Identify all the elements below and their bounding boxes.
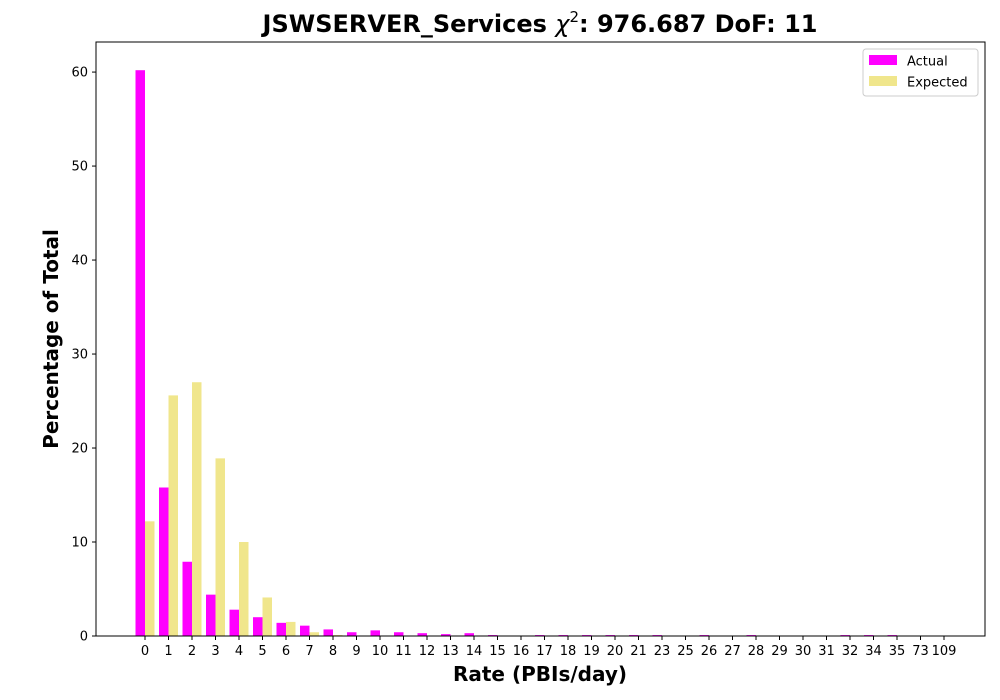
x-tick-label: 10	[372, 644, 389, 659]
y-axis-ticks: 0 10 20 30 40 50 60	[71, 66, 96, 645]
bar-expected-1	[169, 395, 179, 636]
x-tick-label: 17	[536, 644, 553, 659]
bar-actual-11	[394, 632, 404, 636]
bar-actual-1	[159, 488, 169, 637]
x-tick-label: 25	[677, 644, 694, 659]
x-tick-label: 3	[211, 644, 219, 659]
x-axis-label: Rate (PBIs/day)	[453, 662, 627, 686]
x-tick-label: 6	[282, 644, 290, 659]
x-tick-label: 13	[442, 644, 459, 659]
bar-expected-4	[239, 542, 249, 636]
x-tick-label: 1	[164, 644, 172, 659]
bar-expected-3	[216, 458, 226, 636]
x-tick-label: 12	[419, 644, 436, 659]
chart-title-rest: : 976.687 DoF: 11	[579, 10, 817, 38]
bar-expected-0	[145, 521, 155, 636]
bar-actual-0	[136, 70, 146, 636]
x-tick-label: 28	[748, 644, 765, 659]
legend-label-expected: Expected	[907, 76, 968, 91]
x-tick-label: 19	[583, 644, 600, 659]
bar-expected-5	[263, 597, 273, 636]
x-tick-label: 7	[305, 644, 313, 659]
x-tick-label: 18	[560, 644, 577, 659]
y-tick-label: 50	[71, 160, 88, 175]
x-tick-label: 32	[842, 644, 859, 659]
x-tick-label: 30	[795, 644, 812, 659]
y-tick-label: 40	[71, 254, 88, 269]
x-tick-label: 11	[395, 644, 412, 659]
bars-group	[136, 70, 945, 636]
x-tick-label: 35	[889, 644, 906, 659]
chart-title-main: JSWSERVER_Services	[261, 10, 556, 38]
x-tick-label: 5	[258, 644, 266, 659]
y-tick-label: 10	[71, 536, 88, 551]
x-tick-label: 31	[818, 644, 835, 659]
bar-actual-5	[253, 617, 263, 636]
y-tick-label: 20	[71, 442, 88, 457]
legend-swatch-actual	[869, 55, 897, 65]
x-tick-label: 23	[654, 644, 671, 659]
x-tick-label: 0	[141, 644, 149, 659]
x-tick-label: 29	[771, 644, 788, 659]
bar-actual-8	[324, 629, 334, 636]
x-tick-label: 14	[466, 644, 483, 659]
bar-expected-7	[310, 632, 320, 636]
y-tick-label: 60	[71, 66, 88, 81]
bar-expected-6	[286, 622, 296, 636]
legend: Actual Expected	[863, 49, 978, 96]
x-tick-label: 15	[489, 644, 506, 659]
bar-actual-9	[347, 632, 357, 636]
chart-title-superscript: 2	[569, 8, 579, 26]
y-axis-label: Percentage of Total	[39, 229, 63, 449]
x-tick-label: 16	[513, 644, 530, 659]
bar-actual-10	[371, 630, 381, 636]
y-tick-label: 30	[71, 348, 88, 363]
x-tick-label: 9	[352, 644, 360, 659]
x-tick-label: 73	[912, 644, 929, 659]
y-tick-label: 0	[80, 630, 88, 645]
x-tick-label: 34	[865, 644, 882, 659]
bar-actual-7	[300, 626, 310, 636]
x-tick-label: 26	[701, 644, 718, 659]
x-tick-label: 109	[932, 644, 957, 659]
legend-swatch-expected	[869, 76, 897, 86]
x-tick-label: 8	[329, 644, 337, 659]
x-tick-label: 21	[630, 644, 647, 659]
chart-title: JSWSERVER_Services χ2: 976.687 DoF: 11	[261, 8, 818, 38]
bar-actual-4	[230, 610, 240, 636]
x-tick-label: 20	[607, 644, 624, 659]
chart-title-chi: χ	[553, 10, 570, 38]
bar-expected-2	[192, 382, 202, 636]
x-axis-ticks: 0 1 2 3 4 5 6 7 8 9 10 11 12 13 14 15 16 17 18 19 20 21 23 25 26…	[141, 636, 957, 659]
bar-actual-6	[277, 623, 287, 636]
legend-label-actual: Actual	[907, 55, 948, 70]
x-tick-label: 2	[188, 644, 196, 659]
x-tick-label: 4	[235, 644, 243, 659]
x-tick-label: 27	[724, 644, 741, 659]
plot-area-frame	[96, 42, 985, 636]
bar-actual-2	[183, 562, 193, 636]
bar-actual-3	[206, 595, 216, 636]
